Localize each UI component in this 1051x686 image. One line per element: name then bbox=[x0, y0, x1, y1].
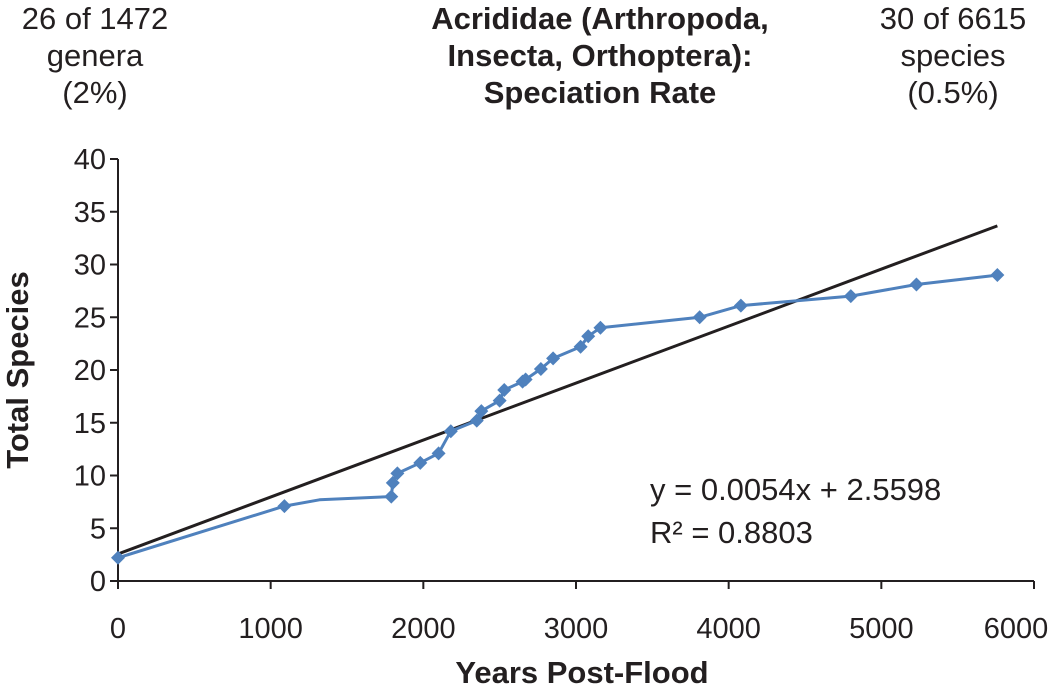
species-count-line: 30 of 6615 bbox=[879, 1, 1027, 36]
y-tick-label: 40 bbox=[74, 144, 106, 176]
genera-count-line: 26 of 1472 bbox=[21, 1, 169, 36]
data-point bbox=[733, 298, 748, 313]
y-tick-label: 10 bbox=[74, 461, 106, 493]
species-count-line: (0.5%) bbox=[907, 75, 999, 110]
trendline-equation: y = 0.0054x + 2.5598 bbox=[650, 472, 941, 507]
data-point bbox=[277, 499, 292, 514]
genera-count-label: 26 of 1472 genera (2%) bbox=[0, 0, 190, 111]
y-tick-label: 20 bbox=[74, 355, 106, 387]
x-tick-label: 4000 bbox=[696, 613, 761, 645]
data-point bbox=[518, 372, 533, 387]
x-axis-title: Years Post-Flood bbox=[455, 655, 708, 686]
data-point bbox=[909, 277, 924, 292]
data-point bbox=[692, 310, 707, 325]
y-tick-label: 30 bbox=[74, 250, 106, 282]
y-tick-label: 15 bbox=[74, 408, 106, 440]
chart-title-line: Speciation Rate bbox=[483, 75, 717, 110]
data-point bbox=[390, 466, 405, 481]
data-point bbox=[492, 393, 507, 408]
data-point bbox=[497, 383, 512, 398]
data-series bbox=[111, 268, 1005, 565]
data-point bbox=[546, 351, 561, 366]
chart-title-line: Insecta, Orthoptera): bbox=[447, 38, 753, 73]
y-tick-label: 25 bbox=[74, 302, 106, 334]
data-point bbox=[990, 268, 1005, 283]
y-tick-label: 5 bbox=[90, 513, 106, 545]
y-tick-label: 0 bbox=[90, 566, 106, 598]
data-point bbox=[443, 424, 458, 439]
data-point bbox=[581, 329, 596, 344]
data-point bbox=[431, 446, 446, 461]
x-tick-label: 2000 bbox=[391, 613, 456, 645]
y-axis-ticks: 0 5 10 15 20 25 30 35 40 bbox=[74, 144, 118, 598]
genera-count-line: genera bbox=[46, 38, 144, 73]
data-point bbox=[474, 404, 489, 419]
chart-axes bbox=[117, 159, 1034, 582]
genera-count-line: (2%) bbox=[62, 75, 128, 110]
data-point bbox=[843, 289, 858, 304]
species-count-label: 30 of 6615 species (0.5%) bbox=[858, 0, 1048, 111]
series-line bbox=[117, 273, 998, 560]
data-point bbox=[111, 550, 125, 565]
x-tick-label: 6000 bbox=[984, 613, 1049, 645]
data-point bbox=[469, 413, 484, 428]
species-count-line: species bbox=[900, 38, 1006, 73]
data-point bbox=[413, 455, 428, 470]
y-tick-label: 35 bbox=[74, 197, 106, 229]
x-tick-label: 0 bbox=[110, 613, 126, 645]
x-tick-label: 1000 bbox=[238, 613, 303, 645]
x-tick-label: 5000 bbox=[849, 613, 914, 645]
trendline-group bbox=[117, 224, 998, 556]
chart-title: Acrididae (Arthropoda, Insecta, Orthopte… bbox=[360, 0, 840, 111]
chart-title-line: Acrididae (Arthropoda, bbox=[431, 1, 769, 36]
x-axis-ticks: 0 1000 2000 3000 4000 5000 6000 bbox=[110, 581, 1048, 645]
data-point bbox=[573, 339, 588, 354]
data-point bbox=[593, 320, 608, 335]
y-axis-title: Total Species bbox=[0, 271, 35, 469]
trendline bbox=[117, 224, 998, 556]
data-point bbox=[533, 361, 548, 376]
data-point bbox=[385, 475, 400, 490]
data-point bbox=[384, 489, 399, 504]
x-tick-label: 3000 bbox=[544, 613, 609, 645]
trendline-r-squared: R² = 0.8803 bbox=[650, 515, 813, 550]
